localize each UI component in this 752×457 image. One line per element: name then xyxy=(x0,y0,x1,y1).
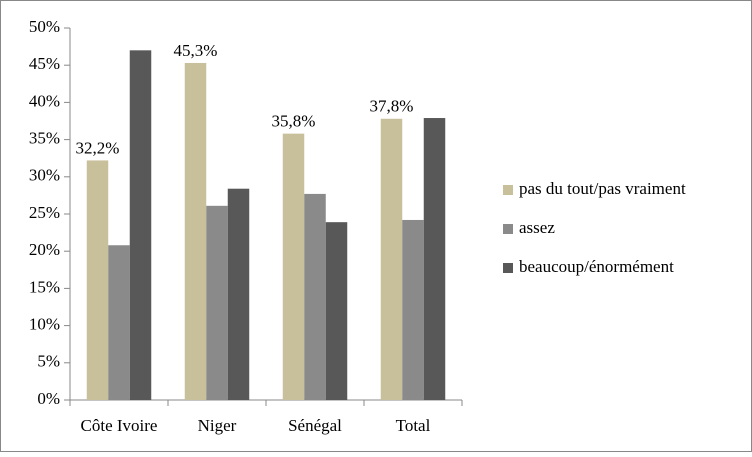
bar xyxy=(380,118,403,400)
legend-swatch xyxy=(503,185,513,195)
y-tick-label: 45% xyxy=(29,54,60,73)
y-tick-label: 0% xyxy=(37,389,60,408)
bar xyxy=(129,50,152,400)
legend-label: assez xyxy=(519,218,555,237)
y-tick-label: 35% xyxy=(29,129,60,148)
bar xyxy=(325,222,348,400)
bar xyxy=(108,245,130,400)
bar xyxy=(227,188,250,400)
bar xyxy=(184,62,207,401)
y-tick-label: 40% xyxy=(29,91,60,110)
y-tick-label: 20% xyxy=(29,240,60,259)
bar xyxy=(206,205,228,400)
bar xyxy=(423,118,446,401)
value-label: 37,8% xyxy=(370,97,414,116)
y-tick-label: 30% xyxy=(29,166,60,185)
y-tick-label: 10% xyxy=(29,315,60,334)
bar xyxy=(402,219,424,400)
bar xyxy=(86,160,109,400)
x-tick-label: Total xyxy=(396,416,431,435)
legend-label: pas du tout/pas vraiment xyxy=(519,179,686,198)
value-label: 35,8% xyxy=(272,112,316,131)
x-tick-label: Sénégal xyxy=(288,416,342,435)
value-label: 45,3% xyxy=(174,41,218,60)
y-tick-label: 25% xyxy=(29,203,60,222)
value-label: 32,2% xyxy=(76,138,120,157)
legend-swatch xyxy=(503,263,513,273)
legend-label: beaucoup/énormément xyxy=(519,257,674,276)
y-tick-label: 15% xyxy=(29,277,60,296)
legend-swatch xyxy=(503,224,513,234)
y-tick-label: 5% xyxy=(37,352,60,371)
y-tick-label: 50% xyxy=(29,17,60,36)
x-tick-label: Côte Ivoire xyxy=(81,416,158,435)
x-tick-label: Niger xyxy=(198,416,237,435)
bar xyxy=(304,193,326,400)
bar xyxy=(282,133,305,400)
